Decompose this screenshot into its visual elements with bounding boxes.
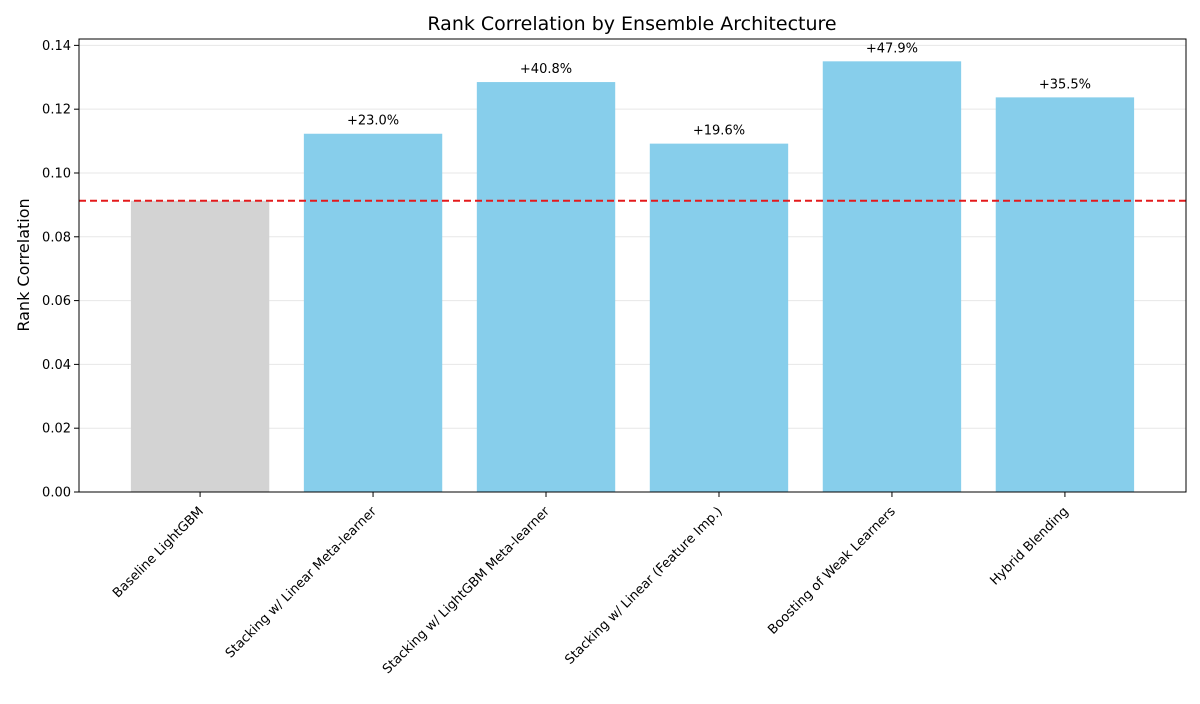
y-tick-label: 0.10 xyxy=(42,166,71,181)
y-tick-label: 0.14 xyxy=(42,39,71,54)
y-tick-label: 0.08 xyxy=(42,230,71,245)
x-tick-label: Baseline LightGBM xyxy=(110,504,207,601)
bar xyxy=(822,61,962,492)
bar xyxy=(995,97,1135,492)
bar xyxy=(130,200,270,492)
bar-data-label: +40.8% xyxy=(520,62,572,77)
x-tick-label: Stacking w/ LightGBM Meta-learner xyxy=(380,504,553,677)
y-tick-label: 0.04 xyxy=(42,358,71,373)
y-tick-label: 0.00 xyxy=(42,486,71,501)
y-axis-ticks: 0.00 0.02 0.04 0.06 0.08 0.10 0.12 0.14 xyxy=(42,39,79,501)
x-tick-label: Hybrid Blending xyxy=(987,504,1071,588)
x-axis-ticks: Baseline LightGBM Stacking w/ Linear Meta… xyxy=(110,492,1072,677)
bar-data-label: +19.6% xyxy=(693,124,745,139)
bars xyxy=(130,61,1135,493)
y-tick-label: 0.12 xyxy=(42,103,71,118)
bar xyxy=(649,143,789,492)
x-tick-label: Stacking w/ Linear Meta-learner xyxy=(223,504,381,662)
chart-title: Rank Correlation by Ensemble Architectur… xyxy=(427,13,836,35)
bar-data-label: +23.0% xyxy=(347,114,399,129)
bar-data-label: +47.9% xyxy=(866,41,918,56)
data-labels: +23.0% +40.8% +19.6% +47.9% +35.5% xyxy=(347,41,1091,138)
bar xyxy=(476,82,616,493)
y-tick-label: 0.06 xyxy=(42,294,71,309)
bar-data-label: +35.5% xyxy=(1039,77,1091,92)
y-tick-label: 0.02 xyxy=(42,422,71,437)
plot-frame xyxy=(78,38,1187,493)
y-axis-label: Rank Correlation xyxy=(14,198,33,331)
x-tick-label: Boosting of Weak Learners xyxy=(765,504,899,638)
bar xyxy=(303,133,443,492)
x-tick-label: Stacking w/ Linear (Feature Imp.) xyxy=(562,504,725,667)
